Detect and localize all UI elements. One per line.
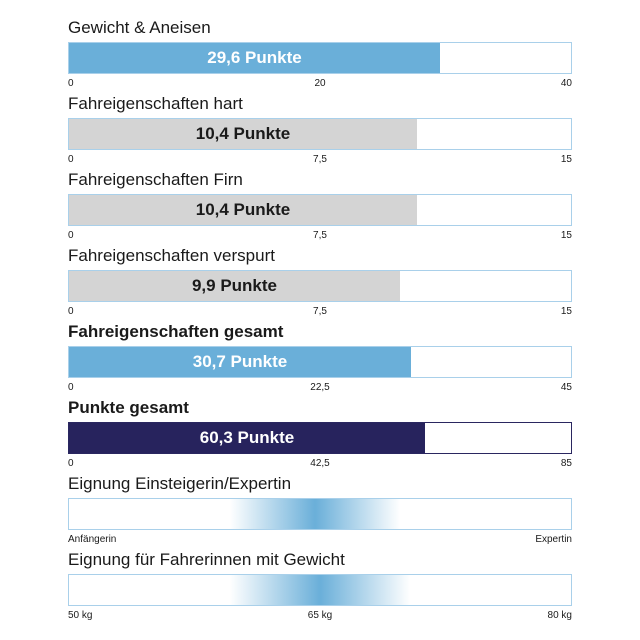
score-row: Fahreigenschaften hart 10,4 Punkte 0 7,5 15	[68, 94, 572, 168]
tick-label: 45	[560, 382, 572, 393]
tick-label: 80 kg	[547, 610, 572, 621]
axis-ticks: 0 7,5 15	[68, 306, 572, 318]
tick-label: 15	[560, 154, 572, 165]
score-title: Gewicht & Aneisen	[68, 18, 211, 37]
tick-label: 0	[68, 230, 74, 241]
tick-label: Expertin	[535, 534, 572, 545]
tick-label: 85	[560, 458, 572, 469]
tick-label: 65 kg	[307, 610, 333, 621]
tick-label: 15	[560, 306, 572, 317]
suitability-gradient	[68, 498, 572, 530]
axis-ticks: 0 22,5 45	[68, 382, 572, 394]
axis-ticks: 0 42,5 85	[68, 458, 572, 470]
score-value-label: 10,4 Punkte	[195, 124, 291, 143]
score-title: Punkte gesamt	[68, 398, 189, 417]
score-bar-track: 60,3 Punkte	[68, 422, 572, 454]
axis-ticks: 50 kg 65 kg 80 kg	[68, 610, 572, 622]
tick-label: 50 kg	[68, 610, 93, 621]
score-bar	[69, 195, 417, 225]
score-value-label: 30,7 Punkte	[192, 352, 288, 371]
score-bar	[69, 119, 417, 149]
tick-label: 0	[68, 458, 74, 469]
tick-label: 15	[560, 230, 572, 241]
score-bar	[69, 43, 440, 73]
score-bar-track: 9,9 Punkte	[68, 270, 572, 302]
axis-ticks: 0 20 40	[68, 78, 572, 90]
tick-label: 22,5	[310, 382, 330, 393]
score-bar-track: 29,6 Punkte	[68, 42, 572, 74]
suitability-gradient	[68, 574, 572, 606]
axis-ticks: 0 7,5 15	[68, 154, 572, 166]
score-title: Fahreigenschaften Firn	[68, 170, 243, 189]
score-bar-track: 10,4 Punkte	[68, 118, 572, 150]
tick-label: 20	[314, 78, 326, 89]
score-value-label: 60,3 Punkte	[199, 428, 295, 447]
score-bar-track: 30,7 Punkte	[68, 346, 572, 378]
tick-label: 0	[68, 382, 74, 393]
score-row: Punkte gesamt 60,3 Punkte 0 42,5 85	[68, 398, 572, 472]
suitability-row: Eignung für Fahrerinnen mit Gewicht 50 kg…	[68, 550, 572, 624]
score-bar	[69, 423, 425, 453]
tick-label: 7,5	[313, 230, 327, 241]
tick-label: 7,5	[313, 306, 327, 317]
score-title: Fahreigenschaften gesamt	[68, 322, 284, 341]
tick-label: Anfängerin	[68, 534, 117, 545]
score-row: Fahreigenschaften verspurt 9,9 Punkte 0 7,5…	[68, 246, 572, 320]
tick-label: 40	[560, 78, 572, 89]
tick-label: 7,5	[313, 154, 327, 165]
tick-label: 42,5	[310, 458, 330, 469]
tick-label: 0	[68, 306, 74, 317]
score-value-label: 10,4 Punkte	[195, 200, 291, 219]
score-row: Fahreigenschaften gesamt 30,7 Punkte 0 22,5…	[68, 322, 572, 396]
axis-ticks: Anfängerin Expertin	[68, 534, 572, 546]
score-bar	[69, 347, 411, 377]
axis-ticks: 0 7,5 15	[68, 230, 572, 242]
suitability-title: Eignung Einsteigerin/Expertin	[68, 474, 292, 493]
score-row: Gewicht & Aneisen 29,6 Punkte 0 20 40	[68, 18, 572, 92]
score-bar-track: 10,4 Punkte	[68, 194, 572, 226]
score-title: Fahreigenschaften hart	[68, 94, 243, 113]
suitability-title: Eignung für Fahrerinnen mit Gewicht	[68, 550, 345, 569]
score-value-label: 9,9 Punkte	[191, 276, 278, 295]
score-row: Fahreigenschaften Firn 10,4 Punkte 0 7,5 15	[68, 170, 572, 244]
score-bar	[69, 271, 400, 301]
suitability-row: Eignung Einsteigerin/Expertin Anfängerin E…	[68, 474, 572, 548]
tick-label: 0	[68, 154, 74, 165]
tick-label: 0	[68, 78, 74, 89]
score-value-label: 29,6 Punkte	[207, 48, 302, 67]
score-title: Fahreigenschaften verspurt	[68, 246, 275, 265]
